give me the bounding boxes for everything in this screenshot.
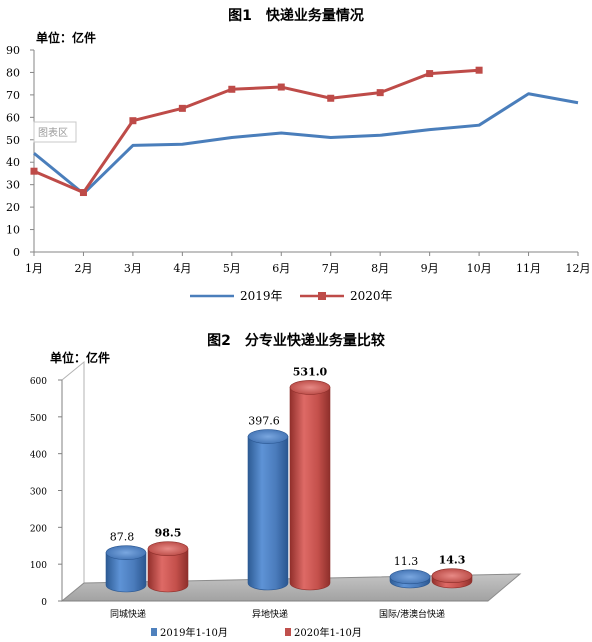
y-tick-label: 80 xyxy=(6,66,20,79)
legend-2: 2019年1-10月 2020年1-10月 xyxy=(151,626,362,639)
legend-label-2019: 2019年 xyxy=(240,289,283,303)
y-tick-label: 90 xyxy=(6,44,20,57)
y-tick-label: 20 xyxy=(6,201,20,214)
legend: 2019年 2020年 xyxy=(190,289,393,303)
bar-chart: 图2 分专业快递业务量比较 单位：亿件 0100200300400500600 … xyxy=(30,332,522,639)
bar-同城快递-2019年1-10月: 87.8 xyxy=(105,531,147,593)
x-axis-ticks: 1月 2月 3月 4月 5月 6月 7月 8月 9月 10月 11月 12月 xyxy=(25,252,591,275)
bar-top xyxy=(147,541,189,557)
legend-item-2020: 2020年 xyxy=(300,289,393,303)
data-point xyxy=(79,189,87,197)
legend-label-2020-oct: 2020年1-10月 xyxy=(294,626,362,639)
bars-layer: 87.8 98.5 397.6 531.0 11.3 14.3 xyxy=(105,365,473,593)
bar-top xyxy=(389,569,431,585)
bar-异地快递-2020年1-10月: 531.0 xyxy=(289,365,331,591)
data-point xyxy=(475,66,483,74)
x-tick-label: 12月 xyxy=(566,262,591,275)
data-label: 531.0 xyxy=(293,365,328,378)
bar-异地快递-2019年1-10月: 397.6 xyxy=(247,415,289,591)
data-point xyxy=(129,117,137,125)
bar-top xyxy=(431,568,473,584)
x-tick-label-2: 异地快递 xyxy=(252,608,288,620)
x-tick-label: 9月 xyxy=(421,262,439,275)
legend-item-2019-oct: 2019年1-10月 xyxy=(151,626,228,639)
x-tick-label: 11月 xyxy=(516,262,541,275)
legend-marker-2020 xyxy=(318,292,326,300)
bar-国际/港澳台快递-2019年1-10月: 11.3 xyxy=(389,555,431,589)
x-tick-label: 4月 xyxy=(173,262,191,275)
line-chart: 图1 快递业务量情况 单位：亿件 0 10 20 30 40 50 60 70 80 90 1月 2… xyxy=(6,7,591,303)
data-point xyxy=(178,104,186,112)
x-tick-label: 1月 xyxy=(25,262,43,275)
series-2019年 xyxy=(33,92,579,196)
x-tick-label: 10月 xyxy=(467,262,492,275)
bar-国际/港澳台快递-2020年1-10月: 14.3 xyxy=(431,554,473,589)
y-tick-label-2: 400 xyxy=(30,451,47,461)
x-tick-label-2: 同城快递 xyxy=(110,608,146,620)
y-axis-ticks: 0 10 20 30 40 50 60 70 80 90 xyxy=(6,44,34,259)
legend-label-2020: 2020年 xyxy=(350,289,393,303)
series-line xyxy=(33,68,480,195)
data-label: 11.3 xyxy=(394,555,419,568)
y-axis-ticks-2: 0 100 200 300 400 500 600 xyxy=(30,377,62,608)
x-tick-label: 5月 xyxy=(223,262,241,275)
data-point xyxy=(426,70,434,78)
x-tick-label: 8月 xyxy=(371,262,389,275)
data-label: 397.6 xyxy=(248,415,280,428)
bar-top xyxy=(289,380,331,395)
y-tick-label-2: 100 xyxy=(30,561,47,571)
y-tick-label: 40 xyxy=(6,156,20,169)
bar-body xyxy=(289,387,331,591)
x-tick-label: 2月 xyxy=(74,262,92,275)
y-tick-label-2: 200 xyxy=(30,524,47,534)
bar-top xyxy=(247,429,289,444)
unit-label-2: 单位：亿件 xyxy=(50,350,110,365)
y-tick-label: 30 xyxy=(6,179,20,192)
legend-label-2019-oct: 2019年1-10月 xyxy=(160,626,228,639)
data-point xyxy=(228,85,236,93)
unit-label: 单位：亿件 xyxy=(36,30,96,45)
y-tick-label: 60 xyxy=(6,111,20,124)
chart-title-2: 图2 分专业快递业务量比较 xyxy=(207,332,385,349)
x-axis-ticks-2: 同城快递 异地快递 国际/港澳台快递 xyxy=(110,608,445,620)
data-label: 14.3 xyxy=(439,554,466,567)
side-wall xyxy=(61,360,85,603)
legend-item-2019: 2019年 xyxy=(190,289,283,303)
y-tick-label-2: 500 xyxy=(30,414,47,424)
series-line xyxy=(33,92,579,196)
chart-title: 图1 快递业务量情况 xyxy=(228,7,364,24)
series-layer xyxy=(30,66,579,197)
bar-body xyxy=(105,552,147,593)
x-tick-label-2: 国际/港澳台快递 xyxy=(379,608,445,620)
bar-同城快递-2020年1-10月: 98.5 xyxy=(147,527,189,593)
data-point xyxy=(376,89,384,97)
data-point xyxy=(327,94,335,102)
bar-body xyxy=(247,436,289,591)
y-tick-label-2: 300 xyxy=(30,488,47,498)
y-tick-label: 50 xyxy=(6,134,20,147)
y-tick-label: 70 xyxy=(6,89,20,102)
data-point xyxy=(30,167,38,175)
tooltip-text: 图表区 xyxy=(38,126,68,139)
y-tick-label: 0 xyxy=(13,246,20,259)
x-tick-label: 6月 xyxy=(272,262,290,275)
y-tick-label-2: 600 xyxy=(30,377,47,387)
data-point xyxy=(277,83,285,91)
bar-body xyxy=(147,548,189,593)
series-2020年 xyxy=(30,66,483,197)
legend-swatch-2019 xyxy=(151,628,157,636)
x-tick-label: 7月 xyxy=(322,262,340,275)
y-tick-label: 10 xyxy=(6,224,20,237)
x-tick-label: 3月 xyxy=(124,262,142,275)
data-label: 87.8 xyxy=(110,531,135,544)
legend-item-2020-oct: 2020年1-10月 xyxy=(285,626,362,639)
chart-area-tooltip: 图表区 xyxy=(33,121,77,143)
bar-top xyxy=(105,545,147,560)
data-label: 98.5 xyxy=(155,527,182,540)
legend-swatch-2020 xyxy=(285,628,291,636)
y-tick-label-2: 0 xyxy=(41,598,47,608)
